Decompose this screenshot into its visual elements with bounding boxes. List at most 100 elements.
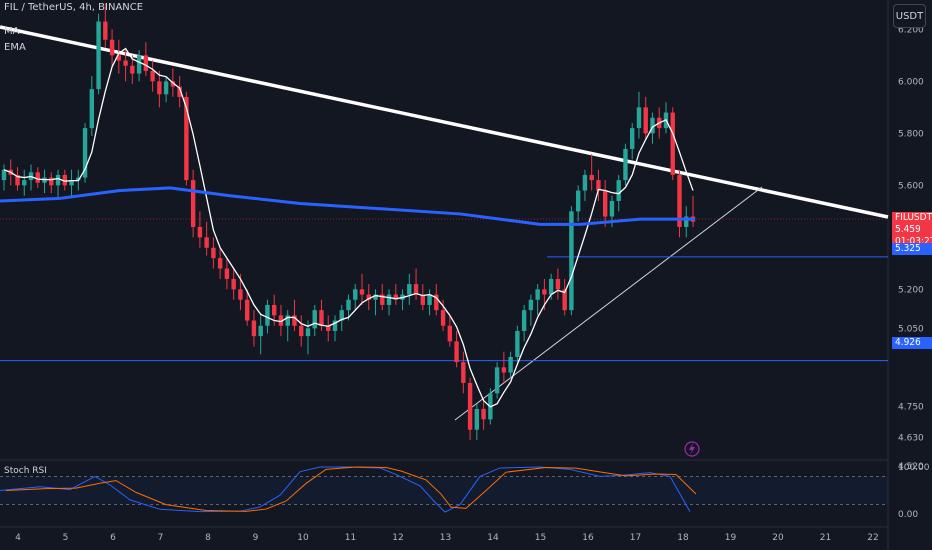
candle <box>143 42 149 77</box>
candle <box>684 206 689 238</box>
candle <box>96 13 101 95</box>
candle <box>346 294 351 321</box>
stoch-rsi-label[interactable]: Stoch RSI <box>4 466 47 476</box>
candle <box>49 172 54 194</box>
time-tick-label: 10 <box>297 533 309 543</box>
candle <box>555 268 561 300</box>
candle <box>447 315 453 347</box>
candle <box>258 315 263 355</box>
indicator-ma-label[interactable]: MA <box>4 26 20 37</box>
candle <box>204 221 209 256</box>
candle <box>116 39 122 74</box>
time-tick-label: 13 <box>440 533 451 543</box>
candle <box>42 169 47 194</box>
currency-button[interactable]: USDT <box>893 4 926 28</box>
candle <box>130 55 135 84</box>
candle <box>481 398 486 430</box>
candle <box>184 91 189 186</box>
candle <box>636 91 642 139</box>
candle <box>319 299 324 331</box>
time-tick-label: 9 <box>253 533 259 543</box>
candle <box>393 284 398 305</box>
price-tick-label: 4.750 <box>898 402 924 412</box>
time-tick-label: 22 <box>867 533 878 543</box>
candle <box>265 299 270 334</box>
time-tick-label: 17 <box>630 533 641 543</box>
lightning-icon[interactable] <box>684 441 700 457</box>
candle <box>413 268 419 300</box>
candle <box>89 76 95 136</box>
candle <box>251 310 257 347</box>
candle <box>467 377 473 441</box>
ma-line <box>3 47 694 408</box>
ascending-trendline <box>454 186 763 421</box>
time-tick-label: 16 <box>582 533 594 543</box>
time-tick-label: 12 <box>392 533 403 543</box>
indicator-ema-label[interactable]: EMA <box>4 42 26 53</box>
candle <box>420 284 426 311</box>
candle <box>109 29 115 66</box>
candle <box>35 167 40 188</box>
ema-line <box>0 186 695 226</box>
stoch-tick-label: 100.00 <box>898 463 930 473</box>
candle <box>163 76 169 103</box>
time-tick-label: 14 <box>487 533 499 543</box>
price-tick-label: 6.200 <box>898 25 924 35</box>
candle <box>366 284 371 311</box>
candle <box>454 330 459 368</box>
candle <box>521 304 527 342</box>
price-axis: 6.200 6.000 5.800 5.600 5.200 5.050 4.750 4.630… <box>898 25 930 520</box>
candle <box>103 3 108 48</box>
time-tick-label: 4 <box>15 533 21 543</box>
candle <box>224 258 230 290</box>
candle <box>508 351 513 378</box>
candles <box>1 3 696 441</box>
candle <box>211 237 216 269</box>
candle <box>15 167 20 191</box>
candle <box>292 299 297 331</box>
candle <box>602 180 608 227</box>
candle <box>575 185 581 222</box>
candle <box>569 206 574 316</box>
candle <box>589 154 594 191</box>
candle <box>339 304 344 331</box>
candle <box>231 268 236 300</box>
candle <box>353 284 358 311</box>
candle <box>123 50 128 82</box>
stoch-d-line <box>5 466 697 512</box>
candle <box>62 169 67 191</box>
candle <box>535 284 540 316</box>
candle <box>407 273 412 305</box>
price-tick-label: 4.520 <box>898 462 924 472</box>
candle <box>299 315 304 347</box>
candle <box>440 299 446 331</box>
candle <box>670 107 675 181</box>
candle <box>69 169 74 196</box>
stoch-k-line <box>0 466 691 513</box>
candle <box>55 169 61 199</box>
candle <box>474 403 480 441</box>
time-tick-label: 21 <box>820 533 831 543</box>
moving-average-lines <box>0 47 695 408</box>
time-tick-label: 6 <box>110 533 116 543</box>
candle <box>643 96 648 139</box>
candle <box>22 169 27 196</box>
symbol-title[interactable]: FIL / TetherUS, 4h, BINANCE <box>4 2 144 13</box>
candle <box>217 247 223 279</box>
last-price-tag: 5.459 <box>892 224 932 236</box>
time-tick-label: 18 <box>677 533 689 543</box>
candle <box>677 169 682 238</box>
candle <box>177 76 182 108</box>
candle <box>562 278 567 316</box>
candle <box>528 294 534 326</box>
candle <box>690 195 696 227</box>
time-tick-label: 7 <box>158 533 164 543</box>
time-tick-label: 11 <box>345 533 356 543</box>
candle <box>386 289 392 316</box>
price-tick-label: 5.200 <box>898 285 924 295</box>
price-tick-label: 4.630 <box>898 434 924 444</box>
time-tick-label: 15 <box>535 533 546 543</box>
price-tick-label: 6.000 <box>898 77 924 87</box>
time-tick-label: 8 <box>205 533 211 543</box>
